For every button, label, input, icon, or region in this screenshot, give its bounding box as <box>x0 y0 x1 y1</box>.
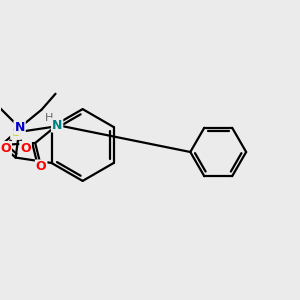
Text: O: O <box>36 160 46 173</box>
Text: S: S <box>11 126 20 139</box>
Text: N: N <box>52 118 62 132</box>
Text: O: O <box>20 142 31 155</box>
Text: O: O <box>0 142 11 155</box>
Text: N: N <box>14 121 25 134</box>
Text: H: H <box>45 113 53 123</box>
